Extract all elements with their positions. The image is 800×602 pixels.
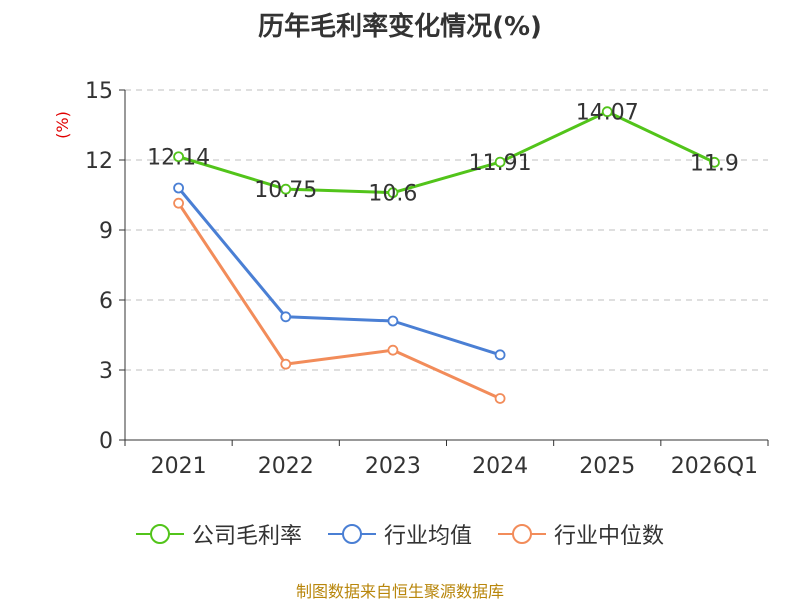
y-tick-label: 3	[99, 359, 113, 384]
data-point	[494, 156, 506, 168]
series-line	[177, 187, 501, 357]
data-point	[173, 151, 184, 163]
legend-swatch	[327, 524, 376, 544]
legend-label: 行业均值	[383, 524, 472, 549]
y-tick-label: 0	[99, 429, 113, 454]
data-label: 14.07	[576, 101, 639, 126]
data-label: 11.9	[690, 151, 739, 176]
axes: 0 3 6 9 12 15 2021 2022 2023 2024 2025 2026Q1	[85, 79, 769, 479]
y-tick-label: 12	[85, 149, 113, 174]
grid-lines	[125, 89, 768, 371]
data-label: 10.75	[254, 178, 317, 203]
data-point	[173, 182, 184, 194]
y-tick-label: 9	[99, 219, 113, 244]
data-point	[601, 106, 613, 118]
x-tick-label: 2026Q1	[671, 454, 758, 479]
legend-marker	[149, 524, 170, 544]
data-point	[280, 358, 292, 370]
legend-item[interactable]: 行业均值	[327, 518, 472, 550]
x-tick-label: 2023	[365, 454, 421, 479]
x-tick-label: 2025	[579, 454, 635, 479]
data-point	[280, 183, 292, 195]
legend: 公司毛利率 行业均值 行业中位数	[0, 518, 800, 550]
legend-label: 公司毛利率	[191, 524, 302, 549]
data-label: 11.91	[469, 151, 532, 176]
source-footer: 制图数据来自恒生聚源数据库	[295, 582, 504, 601]
series-line	[177, 202, 501, 400]
data-point	[280, 311, 292, 323]
data-point	[387, 187, 399, 199]
x-tick-label: 2024	[472, 454, 528, 479]
data-point	[494, 349, 506, 361]
x-tick-label: 2021	[151, 454, 207, 479]
legend-item[interactable]: 公司毛利率	[135, 518, 302, 550]
data-point	[494, 393, 506, 404]
x-tick-label: 2022	[258, 454, 314, 479]
legend-swatch	[135, 524, 184, 544]
y-tick-label: 6	[99, 289, 113, 314]
series	[173, 106, 720, 404]
data-point	[709, 156, 720, 168]
data-point	[387, 344, 399, 356]
y-tick-label: 15	[85, 79, 113, 104]
data-label: 10.6	[368, 182, 417, 207]
data-point	[387, 315, 399, 327]
data-label: 12.14	[147, 146, 210, 171]
data-point	[173, 197, 184, 209]
y-axis-label: (%)	[53, 111, 72, 139]
legend-swatch	[498, 524, 546, 544]
data-labels: 12.14 10.75 10.6 11.91 14.07 11.9	[147, 101, 739, 207]
chart-title: 历年毛利率变化情况(%)	[258, 12, 542, 42]
legend-marker	[341, 524, 362, 544]
legend-label: 行业中位数	[554, 524, 665, 549]
legend-marker	[512, 524, 532, 544]
series-line	[178, 110, 716, 195]
legend-item[interactable]: 行业中位数	[498, 518, 664, 550]
